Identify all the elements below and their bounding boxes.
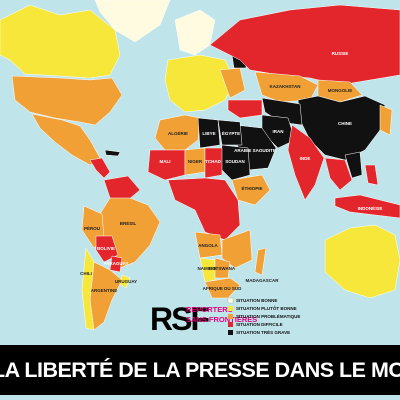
southeast-asia: [324, 157, 353, 191]
mali: [147, 149, 186, 181]
country-label: URUGUAY: [115, 279, 137, 284]
country-label: MADAGASCAR: [246, 278, 280, 283]
japan: [379, 104, 393, 136]
country-label: PARAGUAY: [103, 261, 128, 266]
country-label: AFRIQUE DU SUD: [203, 286, 243, 291]
country-label: ÉTHIOPIE: [241, 184, 262, 191]
legend-label: SITUATION DIFFICILE: [236, 322, 283, 327]
country-label: ARABIE SAOUDITE: [234, 148, 276, 153]
legend-swatch: [228, 306, 233, 311]
country-label: ARGENTINE: [91, 288, 118, 293]
country-label: TCHAD: [205, 159, 221, 164]
greenland: [94, 0, 171, 43]
country-label: IRAN: [273, 129, 284, 134]
country-label: MALI: [160, 159, 171, 164]
country-label: BOLIVIE: [97, 246, 115, 251]
logo-line: REPORTERS: [186, 305, 233, 314]
country-label: INDE: [300, 156, 311, 161]
europe: [164, 54, 236, 113]
india: [287, 124, 325, 201]
chile: [81, 247, 95, 331]
legend-label: SITUATION PLUTÔT BONNE: [236, 304, 297, 311]
venezuela-colombia: [103, 175, 141, 201]
botswana: [214, 257, 231, 279]
bolivia: [95, 235, 119, 263]
title-banner: LA LIBERTÉ DE LA PRESSE DANS LE MONDE EN…: [0, 345, 400, 395]
country-label: ÉGYPTE: [222, 129, 240, 136]
ethiopia: [231, 174, 271, 206]
country-label: CHINE: [338, 121, 352, 126]
legend-label: SITUATION PROBLÉMATIQUE: [236, 312, 300, 319]
eastern-europe: [219, 67, 246, 99]
madagascar: [254, 247, 267, 276]
usa: [11, 75, 123, 126]
central-asia: [261, 97, 303, 126]
country-label: RUSSIE: [332, 51, 349, 56]
libya: [197, 117, 221, 149]
east-africa: [221, 229, 253, 269]
central-africa: [167, 177, 241, 241]
world-map: RUSSIE CHINE KAZAKHSTAN MONGOLIE IRAN AR…: [0, 0, 400, 337]
chad: [204, 147, 223, 179]
indonesia: [334, 194, 400, 219]
country-label: NAMIBIE: [198, 266, 217, 271]
legend-swatch: [228, 322, 233, 327]
russia: [209, 4, 400, 86]
legend-swatch: [228, 330, 233, 335]
paraguay: [109, 255, 123, 273]
egypt: [217, 119, 243, 146]
country-label: PÉROU: [84, 224, 100, 231]
country-label: BOTSWANA: [209, 266, 236, 271]
namibia: [199, 257, 216, 283]
legend-swatch: [228, 314, 233, 319]
mongolia: [317, 79, 363, 103]
australia: [324, 224, 400, 299]
country-label: ANGOLA: [198, 243, 218, 248]
country-label: MONGOLIE: [328, 88, 353, 93]
country-label: CHILI: [80, 271, 92, 276]
country-label: ALGÉRIE: [168, 129, 188, 136]
algeria: [154, 114, 201, 151]
philippines: [364, 164, 379, 186]
legend-label: SITUATION TRÈS GRAVE: [236, 328, 290, 335]
country-label: NIGER: [188, 159, 203, 164]
country-label: SOUDAN: [225, 159, 245, 164]
vietnam: [344, 151, 363, 179]
country-label: LIBYE: [202, 131, 215, 136]
country-label: INDONÉSIE: [358, 204, 383, 211]
uruguay: [119, 274, 131, 289]
legend-label: SITUATION BONNE: [236, 298, 277, 303]
central-america: [89, 157, 111, 179]
country-label: BRÉSIL: [120, 219, 137, 226]
legend: SITUATION BONNE SITUATION PLUTÔT BONNE S…: [227, 297, 300, 335]
south-africa: [204, 277, 241, 299]
logo-mark: RSF: [150, 301, 209, 337]
country-label: KAZAKHSTAN: [270, 84, 301, 89]
legend-swatch: [227, 297, 234, 304]
canada: [0, 4, 121, 79]
logo-line: SANS FRONTIÈRES: [186, 315, 257, 324]
cuba: [104, 149, 121, 157]
turkey: [227, 99, 263, 119]
